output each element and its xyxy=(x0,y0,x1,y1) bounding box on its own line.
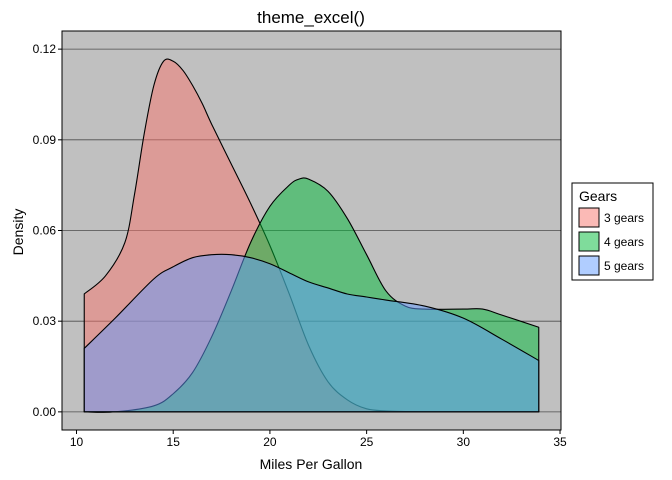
legend-label: 3 gears xyxy=(604,211,644,225)
x-tick-label: 20 xyxy=(263,435,277,449)
y-tick-label: 0.00 xyxy=(33,405,57,419)
legend-items: 3 gears 4 gears 5 gears xyxy=(578,207,644,276)
legend-title: Gears xyxy=(579,188,617,204)
density-area-5-gears xyxy=(83,253,540,413)
x-tick-label: 30 xyxy=(457,435,471,449)
legend: Gears 3 gears 4 gears 5 gears xyxy=(571,182,654,281)
y-tick-label: 0.09 xyxy=(33,133,57,147)
x-axis-title: Miles Per Gallon xyxy=(260,456,363,472)
chart-title: theme_excel() xyxy=(257,8,365,27)
x-tick-label: 35 xyxy=(553,435,567,449)
x-tick-label: 25 xyxy=(360,435,374,449)
x-tick-label: 15 xyxy=(167,435,181,449)
density-series xyxy=(83,58,540,413)
legend-label: 4 gears xyxy=(604,235,644,249)
y-tick-label: 0.06 xyxy=(33,224,57,238)
legend-key-swatch xyxy=(578,231,600,252)
y-axis: 0.00 0.03 0.06 0.09 0.12 xyxy=(33,42,62,419)
legend-key-swatch xyxy=(578,207,600,228)
y-tick-label: 0.12 xyxy=(33,42,57,56)
legend-label: 5 gears xyxy=(604,259,644,273)
plot-area xyxy=(61,30,562,431)
x-tick-label: 10 xyxy=(70,435,84,449)
y-tick-label: 0.03 xyxy=(33,314,57,328)
x-axis: 10 15 20 25 30 35 xyxy=(70,430,567,449)
legend-key-swatch xyxy=(578,255,600,276)
y-axis-title: Density xyxy=(10,209,26,256)
